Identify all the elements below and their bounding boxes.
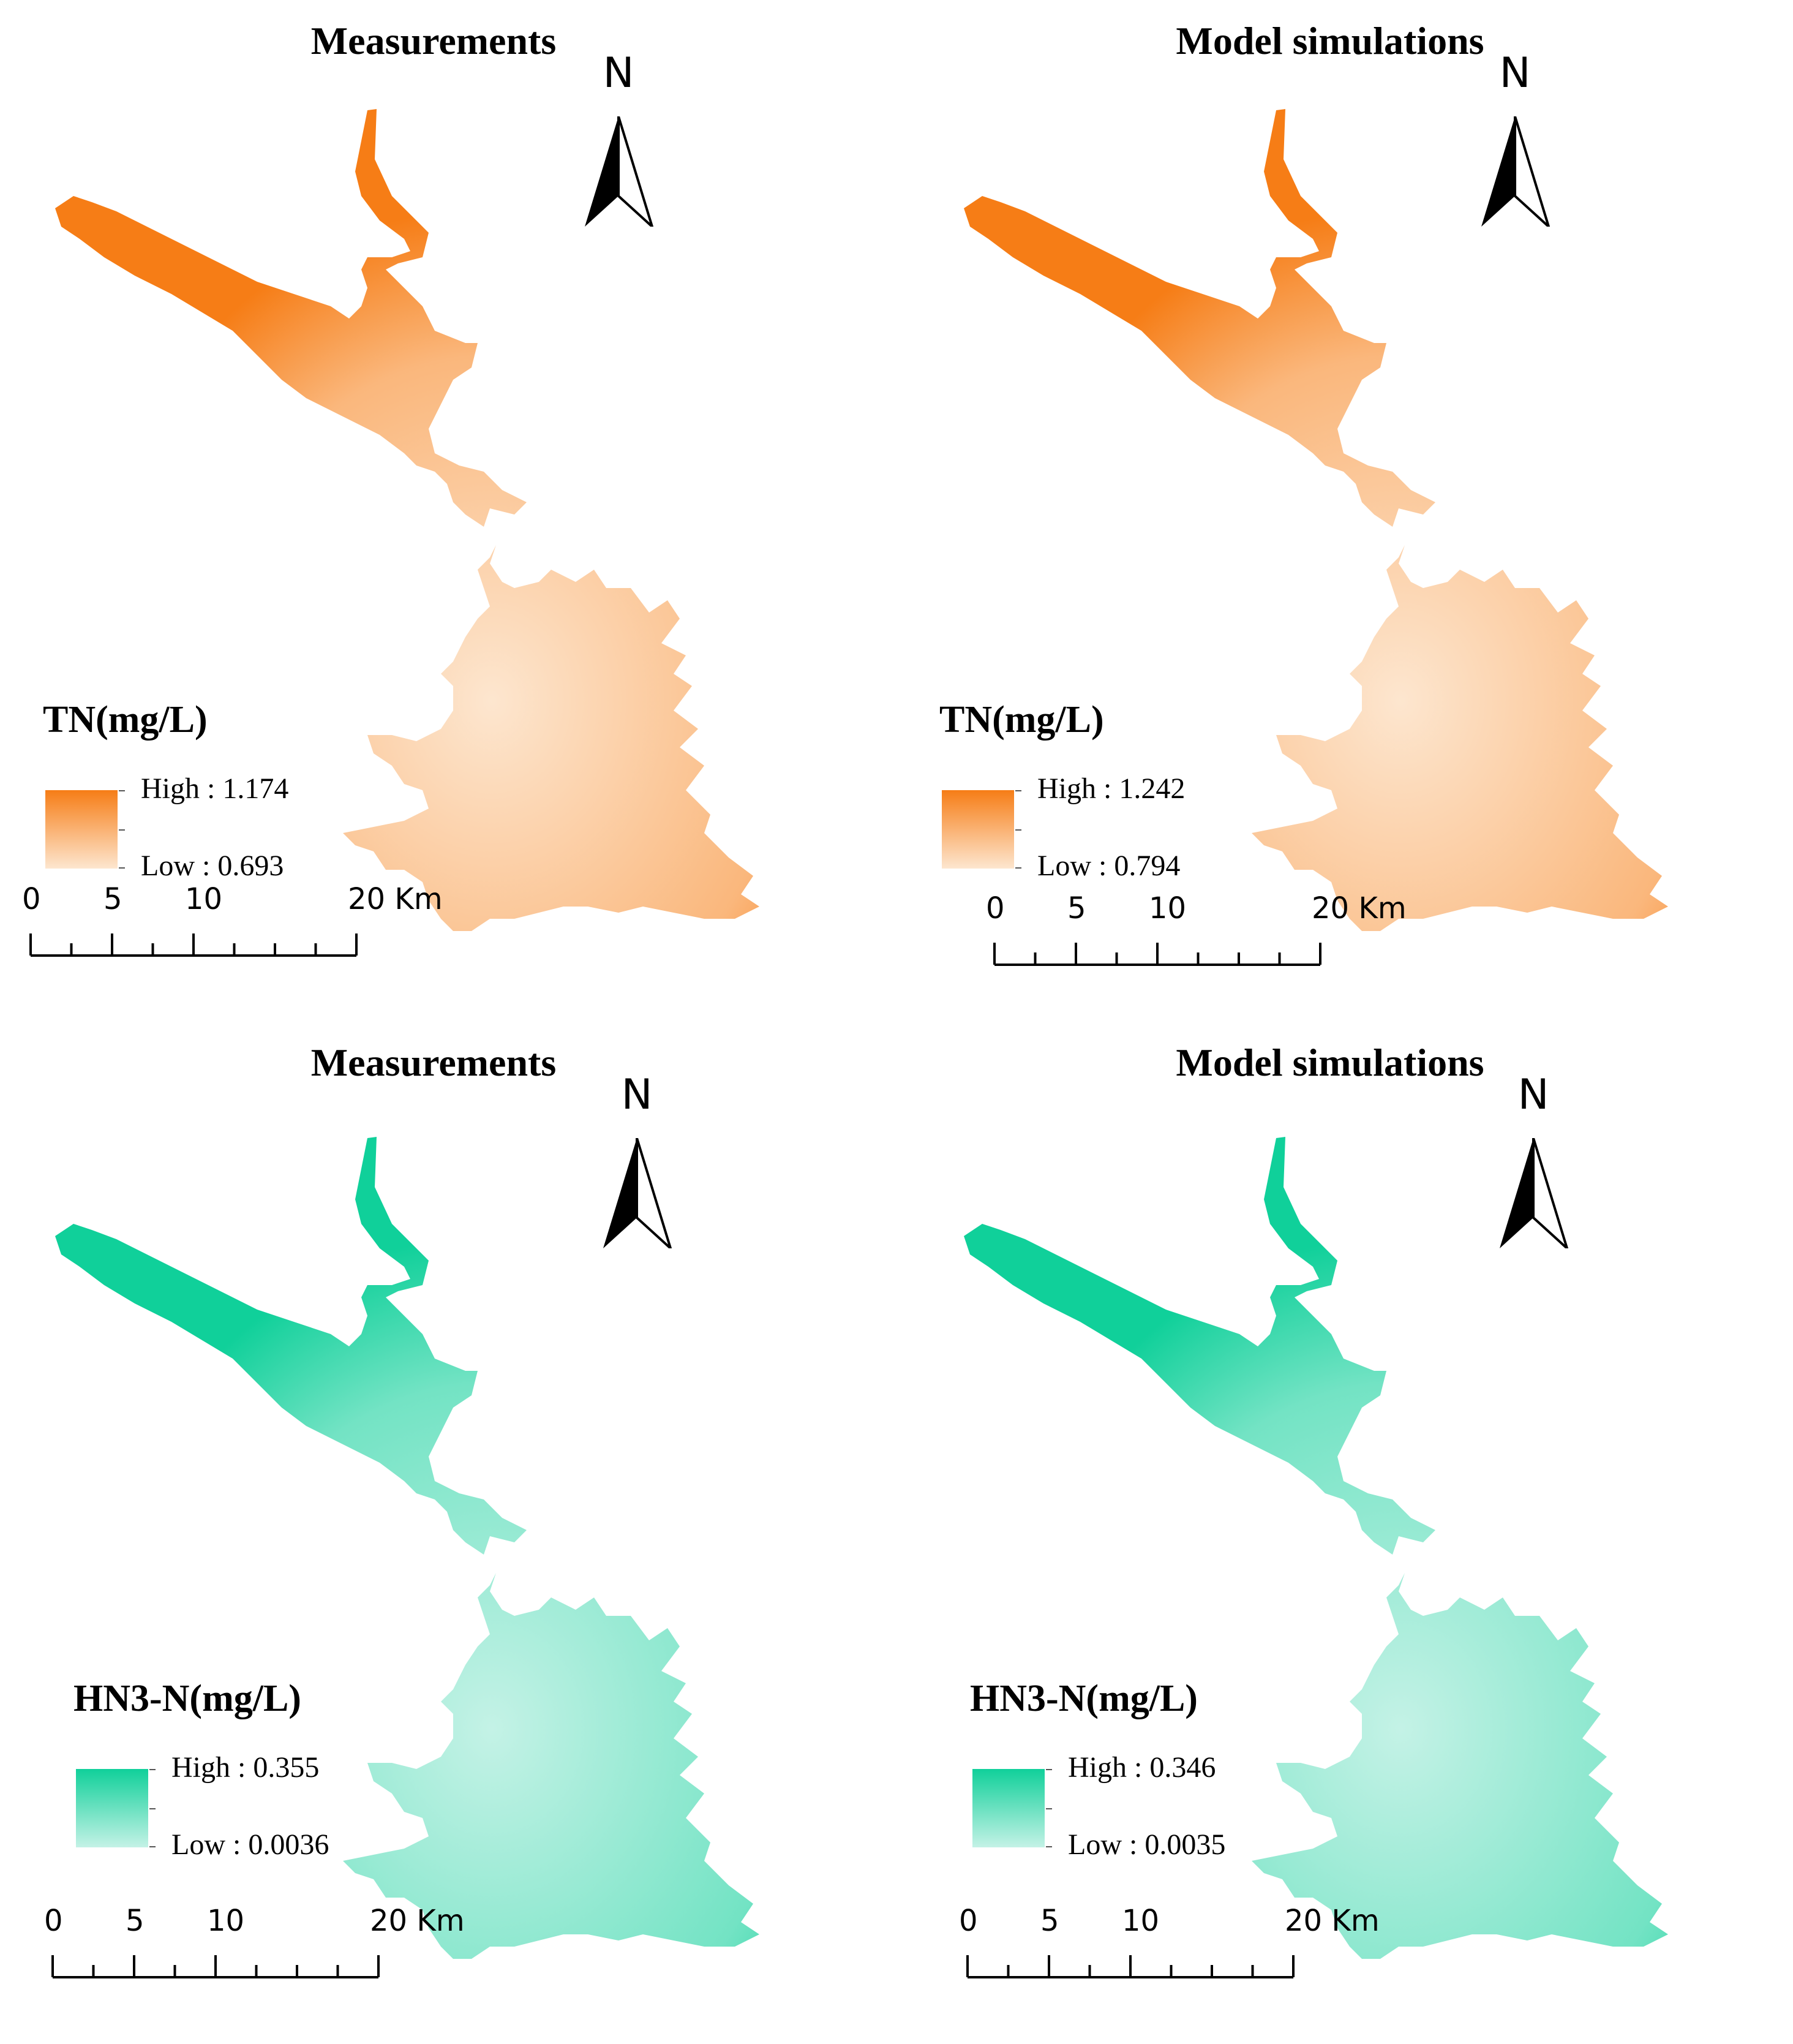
- legend-low-label: Low : 0.794: [1037, 850, 1181, 882]
- scale-label: 5: [126, 1904, 145, 1938]
- legend-tick: [119, 867, 125, 869]
- scale-label: 5: [103, 882, 122, 916]
- lake-surface: [964, 109, 1668, 931]
- scale-bar: [993, 943, 1321, 966]
- legend-title: HN3-N(mg/L): [970, 1678, 1198, 1719]
- scale-label: 5: [1040, 1904, 1059, 1938]
- scale-bar: [29, 933, 358, 957]
- scale-label: 0: [959, 1904, 978, 1938]
- legend-tick: [149, 1808, 156, 1809]
- scale-label: 0: [44, 1904, 63, 1938]
- scale-label: 10: [1149, 891, 1187, 926]
- map-panel-nh3-model: Model simulations N HN3-N(mg/L) High : 0.34…: [896, 1022, 1793, 2043]
- panel-title: Model simulations: [1176, 1041, 1484, 1084]
- lake-surface: [55, 109, 759, 931]
- legend-title: HN3-N(mg/L): [73, 1678, 301, 1719]
- legend-tick: [1015, 829, 1021, 831]
- lake-map: [964, 109, 1668, 931]
- legend-tick: [149, 1846, 156, 1847]
- scale-bar: [966, 1955, 1295, 1978]
- legend-tick: [119, 829, 125, 831]
- legend-low-label: Low : 0.0035: [1068, 1828, 1226, 1861]
- legend-high-label: High : 0.346: [1068, 1751, 1216, 1784]
- legend-color-ramp: [45, 790, 118, 869]
- north-arrow-icon: [1481, 116, 1551, 227]
- legend-color-ramp: [972, 1769, 1045, 1847]
- legend-high-label: High : 1.174: [141, 772, 289, 805]
- scale-label: 10: [1122, 1904, 1160, 1938]
- map-panel-nh3-measurements: Measurements N HN3-N(mg/L) High : 0.355 Low …: [0, 1022, 896, 2043]
- panel-title: Model simulations: [1176, 19, 1484, 62]
- map-panel-tn-measurements: Measurements N TN(mg/L) High : 1.174 Low : 0…: [0, 0, 896, 1022]
- legend-title: TN(mg/L): [43, 699, 208, 741]
- legend-tick: [1046, 1846, 1052, 1847]
- north-arrow-label: N: [1499, 49, 1531, 97]
- lake-map: [964, 1137, 1668, 1959]
- legend-high-label: High : 1.242: [1037, 772, 1186, 805]
- scale-label: 20 Km: [1285, 1904, 1380, 1938]
- lake-surface: [964, 1137, 1668, 1959]
- north-arrow-icon: [585, 116, 654, 227]
- scale-label: 20 Km: [1312, 891, 1407, 926]
- legend-tick: [1015, 867, 1021, 869]
- legend-tick: [1046, 1808, 1052, 1809]
- legend-tick: [119, 790, 125, 791]
- legend-low-label: Low : 0.693: [141, 850, 284, 882]
- legend-color-ramp: [942, 790, 1014, 869]
- map-panel-tn-model: Model simulations N TN(mg/L) High : 1.242 Lo…: [896, 0, 1793, 1022]
- north-arrow-icon: [1500, 1138, 1569, 1248]
- legend-color-ramp: [76, 1769, 148, 1847]
- legend-low-label: Low : 0.0036: [171, 1828, 329, 1861]
- north-arrow-label: N: [1517, 1071, 1549, 1119]
- scale-label: 20 Km: [348, 882, 443, 916]
- panel-title: Measurements: [310, 1041, 557, 1084]
- legend-tick: [149, 1769, 156, 1770]
- lake-map: [55, 109, 759, 931]
- legend-tick: [1046, 1769, 1052, 1770]
- scale-label: 0: [22, 882, 41, 916]
- scale-label: 10: [207, 1904, 245, 1938]
- scale-label: 10: [185, 882, 223, 916]
- lake-surface: [55, 1137, 759, 1959]
- legend-tick: [1015, 790, 1021, 791]
- legend-title: TN(mg/L): [939, 699, 1104, 741]
- scale-label: 20 Km: [370, 1904, 465, 1938]
- scale-label: 5: [1067, 891, 1086, 926]
- scale-label: 0: [986, 891, 1005, 926]
- legend-high-label: High : 0.355: [171, 1751, 320, 1784]
- lake-map: [55, 1137, 759, 1959]
- north-arrow-label: N: [621, 1071, 653, 1119]
- panel-title: Measurements: [310, 19, 557, 62]
- north-arrow-label: N: [603, 49, 634, 97]
- north-arrow-icon: [603, 1138, 672, 1248]
- scale-bar: [51, 1955, 380, 1978]
